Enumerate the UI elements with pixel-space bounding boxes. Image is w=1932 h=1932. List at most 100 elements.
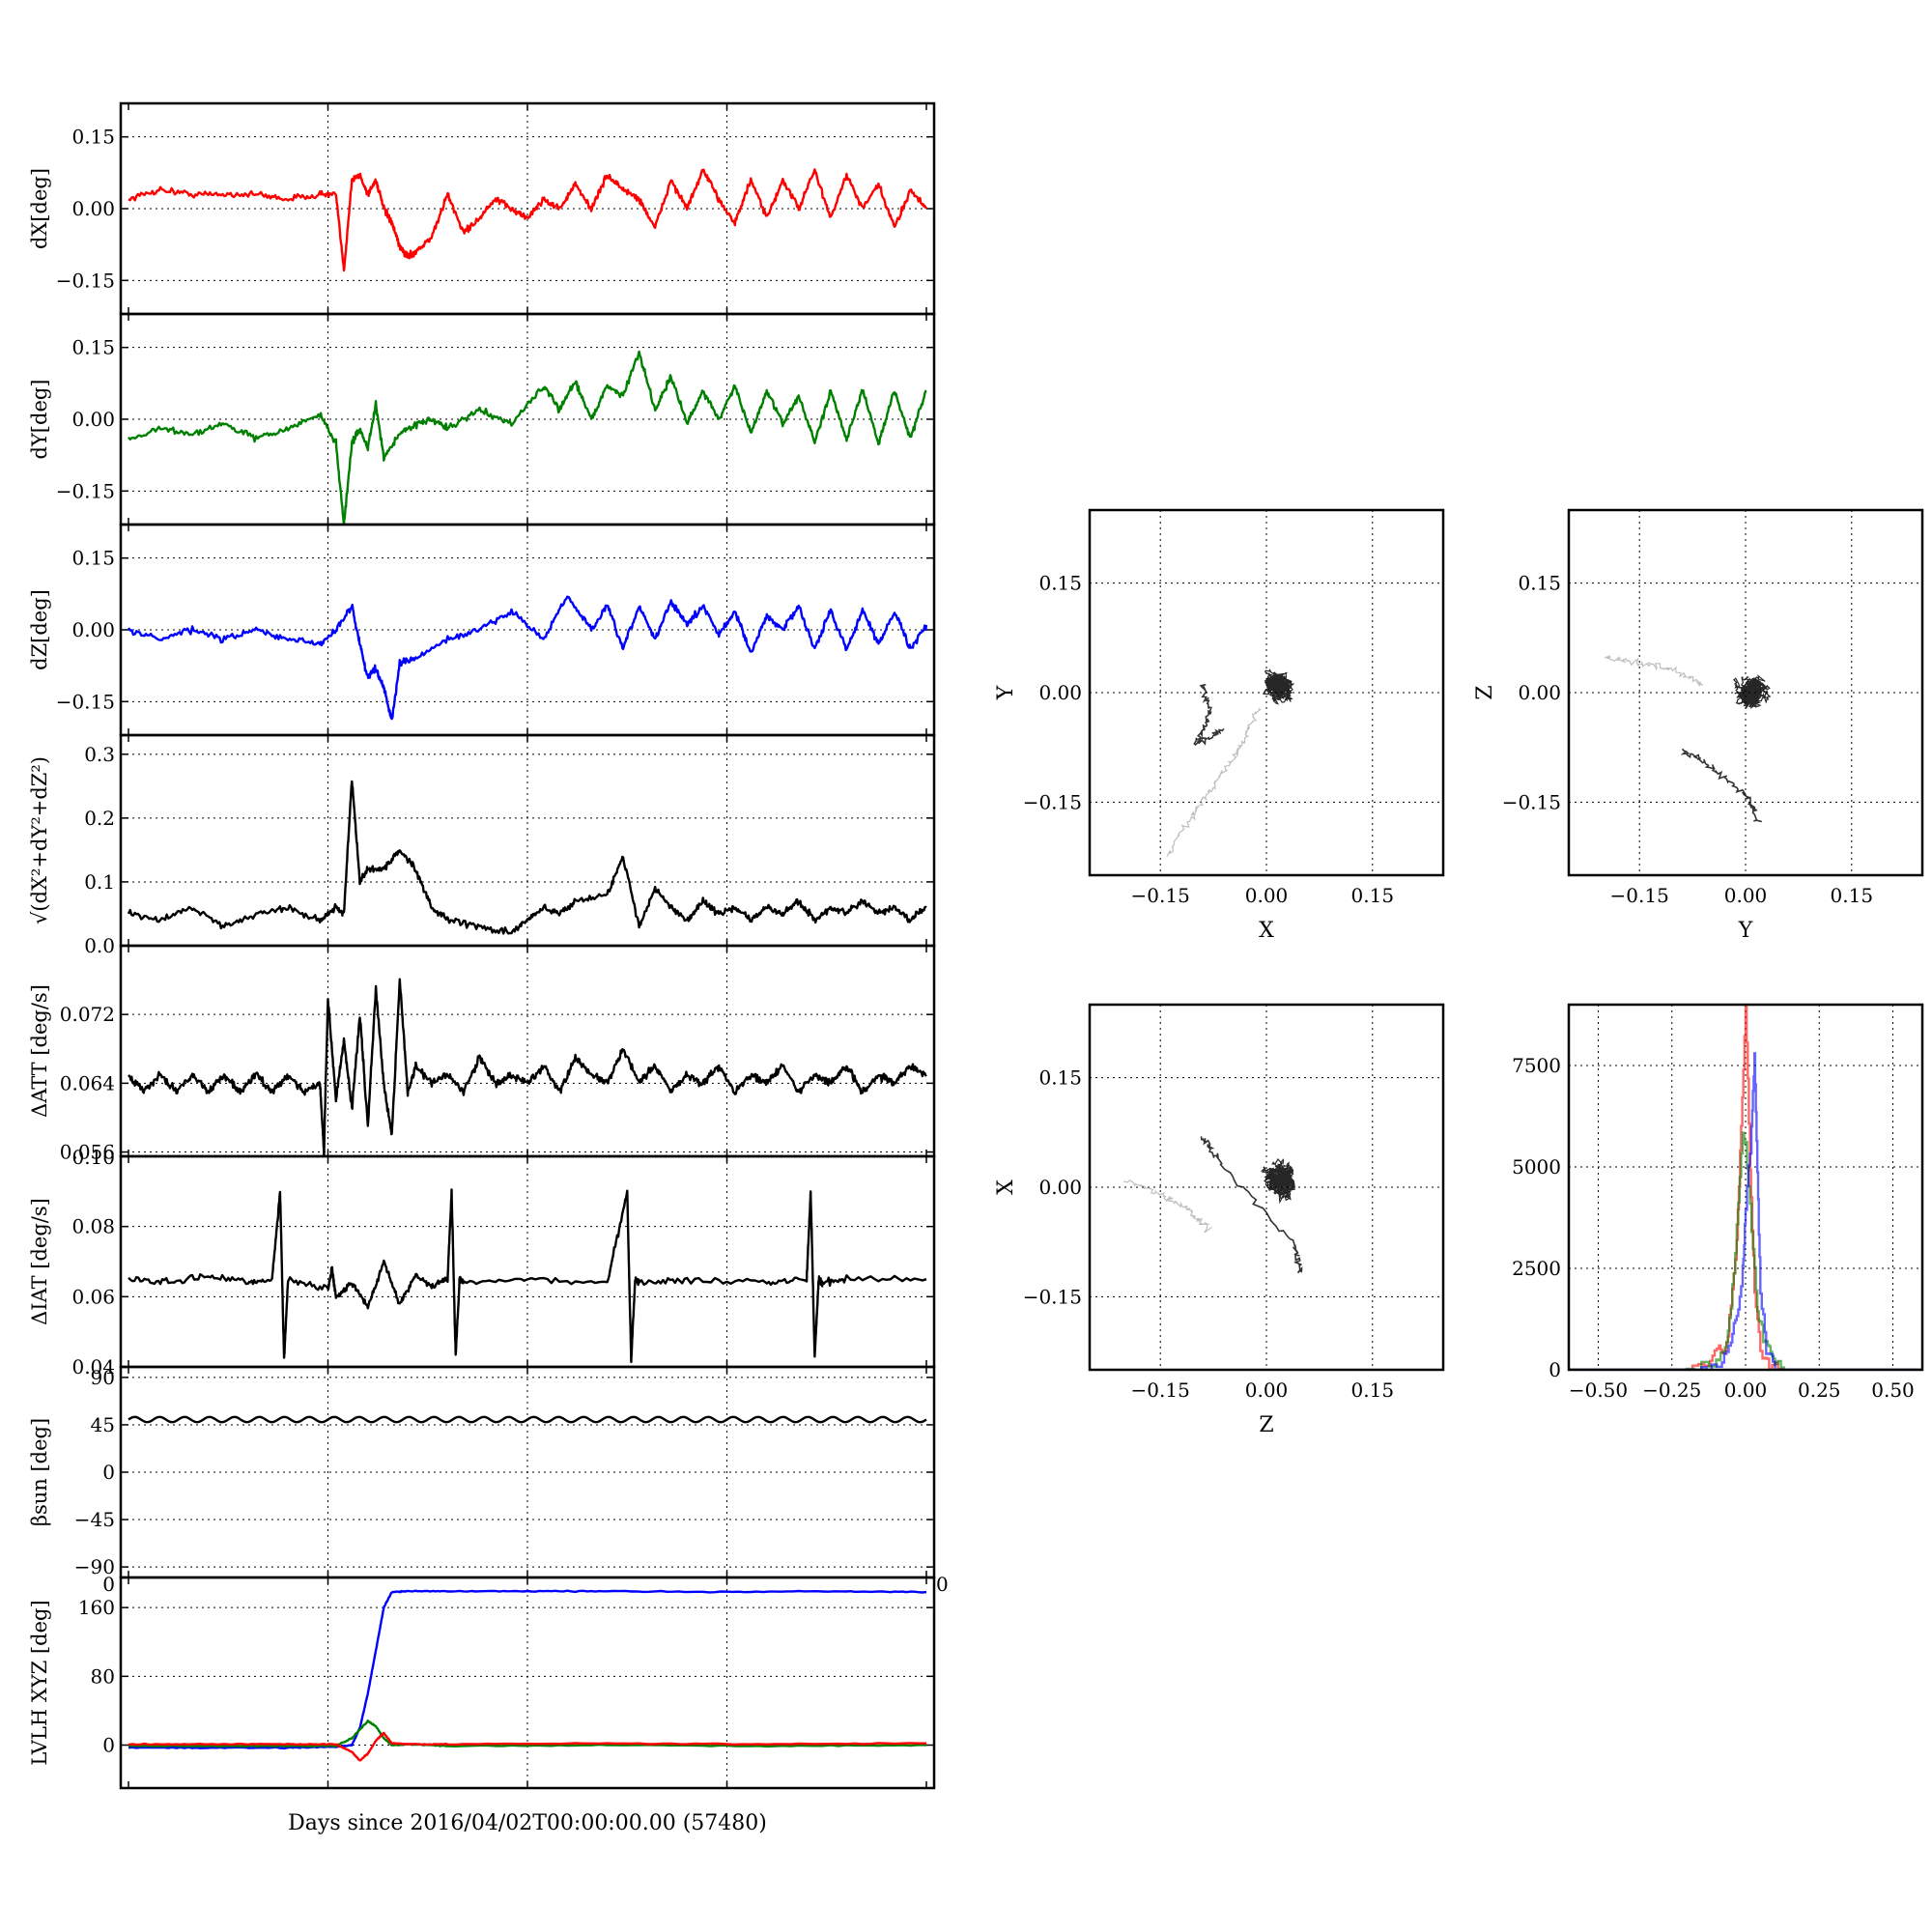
series-line-dZ-0 <box>128 595 928 721</box>
hist-series-1 <box>1569 1131 1922 1370</box>
series-line-norm-0 <box>127 780 927 935</box>
ylabel-scat_zx: X <box>994 1179 1018 1195</box>
ytick-label: 0.15 <box>71 336 115 359</box>
corner-label: 0 <box>936 1573 949 1596</box>
ytick-label: 0.00 <box>1038 1176 1082 1199</box>
ytick-label: −0.15 <box>56 269 115 292</box>
xtick-label: 0.15 <box>1351 884 1395 907</box>
corner-label: 0 <box>102 1573 115 1596</box>
series-line-dY-0 <box>128 350 927 525</box>
ytick-label: 0.15 <box>1038 572 1082 595</box>
ytick-label: 0.15 <box>71 126 115 149</box>
series-line-beta-0 <box>128 1415 927 1424</box>
ytick-label: 0.3 <box>84 743 115 766</box>
panel-scat_xy: −0.15 −0.15 0.00 0.00 0.15 0.15 X Y <box>994 508 1445 943</box>
xtick-label: −0.15 <box>1131 884 1190 907</box>
scatter-spur <box>1680 748 1763 823</box>
panel-dZ: −0.15 0.00 0.15 dZ[deg] <box>28 523 936 737</box>
ytick-label: 0.072 <box>60 1003 115 1026</box>
xtick-label: −0.50 <box>1569 1378 1628 1402</box>
xtick-label: 0.00 <box>1724 1378 1768 1402</box>
ytick-label: −0.15 <box>56 690 115 713</box>
xlabel-scat_zx: Z <box>1259 1413 1273 1437</box>
ytick-label: 0.00 <box>1518 681 1561 704</box>
ytick-label: 0.00 <box>71 197 115 220</box>
xlabel-scat_yz: Y <box>1738 919 1753 943</box>
ytick-label: −45 <box>74 1508 115 1531</box>
xtick-label: −0.25 <box>1642 1378 1701 1402</box>
panel-frame <box>1567 508 1924 877</box>
ytick-label: 7500 <box>1512 1054 1561 1077</box>
xtick-label: 0.00 <box>1245 1378 1289 1402</box>
series-line-diat-0 <box>128 1188 927 1364</box>
panel-frame <box>1088 1003 1445 1372</box>
ytick-label: 0.15 <box>71 547 115 570</box>
scatter-points <box>1604 655 1772 823</box>
xtick-label: 0.15 <box>1831 884 1874 907</box>
series-line-datt-0 <box>128 978 927 1156</box>
ylabel-scat_xy: Y <box>994 685 1018 700</box>
ylabel-beta: βsun [deg] <box>28 1418 51 1526</box>
time-axis-xlabel: Days since 2016/04/02T00:00:00.00 (57480… <box>288 1811 767 1835</box>
panel-frame <box>1088 508 1445 877</box>
series-line-lvlh-0 <box>128 1589 927 1750</box>
ylabel-scat_yz: Z <box>1473 685 1497 699</box>
ylabel-lvlh: LVLH XYZ [deg] <box>28 1600 51 1765</box>
ytick-label: 0.06 <box>71 1285 115 1308</box>
ylabel-norm: √(dX²+dY²+dZ²) <box>28 756 51 924</box>
scatter-trail <box>1166 707 1262 857</box>
ytick-label: 160 <box>78 1596 115 1619</box>
xlabel-scat_xy: X <box>1259 919 1274 943</box>
scatter-spur <box>1200 1136 1303 1274</box>
series-line-lvlh-1 <box>128 1719 927 1748</box>
scatter-points <box>1123 1136 1303 1274</box>
series-line-dX-0 <box>128 168 928 272</box>
ytick-label: 5000 <box>1512 1155 1561 1179</box>
ylabel-dZ: dZ[deg] <box>28 589 51 670</box>
xtick-label: −0.15 <box>1610 884 1669 907</box>
ytick-label: 0.15 <box>1038 1066 1082 1090</box>
panel-hist: −0.50 −0.25 0.00 0.25 0.50 0 2500 5000 7500 <box>1512 1003 1924 1402</box>
xtick-label: 0.15 <box>1351 1378 1395 1402</box>
ytick-label: 0.10 <box>71 1146 115 1169</box>
ytick-label: 0.064 <box>60 1071 115 1094</box>
ytick-label: 0.15 <box>1518 572 1561 595</box>
panel-scat_yz: −0.15 −0.15 0.00 0.00 0.15 0.15 Y Z <box>1473 508 1924 943</box>
ytick-label: 0.00 <box>71 408 115 431</box>
panel-diat: 0.04 0.06 0.08 0.10 ΔIAT [deg/s] <box>28 1146 936 1378</box>
ytick-label: 2500 <box>1512 1257 1561 1280</box>
ylabel-diat: ΔIAT [deg/s] <box>28 1198 51 1325</box>
hist-series-0 <box>1569 1005 1922 1370</box>
ytick-label: 0.00 <box>1038 681 1082 704</box>
ytick-label: 0.2 <box>84 807 115 830</box>
ytick-label: 0 <box>102 1734 115 1757</box>
ytick-label: 90 <box>91 1366 115 1389</box>
scatter-spur <box>1193 683 1225 747</box>
ytick-label: 80 <box>91 1664 115 1688</box>
panel-frame <box>1567 1003 1924 1372</box>
panel-beta: −90 −45 0 45 90 βsun [deg] <box>28 1365 936 1579</box>
ytick-label: −0.15 <box>1023 790 1082 813</box>
ytick-label: 45 <box>91 1413 115 1436</box>
ytick-label: 0.00 <box>71 618 115 641</box>
ytick-label: 0.056 <box>60 1141 115 1164</box>
scatter-trail <box>1604 655 1704 687</box>
ytick-label: −0.15 <box>56 479 115 502</box>
scatter-points <box>1166 668 1294 857</box>
hist-series-2 <box>1569 1052 1922 1370</box>
ytick-label: 0 <box>1548 1358 1561 1381</box>
xtick-label: 0.25 <box>1798 1378 1841 1402</box>
xtick-label: 0.00 <box>1724 884 1768 907</box>
ytick-label: 0 <box>102 1461 115 1484</box>
scatter-cluster <box>1732 674 1772 710</box>
ytick-label: 0.08 <box>71 1215 115 1238</box>
scatter-trail <box>1123 1179 1212 1234</box>
panel-frame <box>119 1576 936 1790</box>
ytick-label: −0.15 <box>1023 1285 1082 1308</box>
panel-datt: 0.056 0.064 0.072 ΔATT [deg/s] <box>28 944 936 1164</box>
xtick-label: 0.00 <box>1245 884 1289 907</box>
panel-dX: −0.15 0.00 0.15 dX[deg] <box>28 101 936 316</box>
ylabel-dX: dX[deg] <box>28 168 51 249</box>
